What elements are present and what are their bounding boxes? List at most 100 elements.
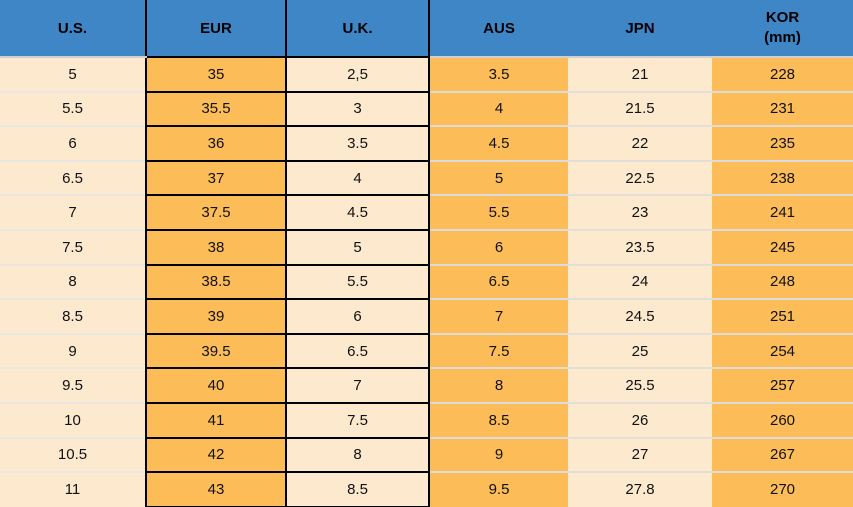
cell-us: 8 [0, 263, 146, 300]
cell-us: 7.5 [0, 228, 146, 265]
cell-kor: 251 [712, 298, 853, 334]
cell-aus: 5 [429, 159, 568, 196]
column-header-uk: U.K. [285, 0, 430, 58]
cell-aus: 9.5 [429, 471, 568, 507]
cell-us: 8.5 [0, 298, 146, 334]
cell-eur: 38.5 [145, 263, 287, 301]
cell-eur: 37 [145, 159, 287, 197]
cell-eur: 42 [145, 436, 287, 474]
cell-us: 11 [0, 471, 146, 507]
cell-aus: 8.5 [429, 401, 568, 438]
cell-kor: 228 [712, 56, 853, 92]
table-row: 10.5 42 8 9 27 267 [0, 436, 853, 474]
cell-uk: 5.5 [285, 263, 430, 301]
table-row: 6 36 3.5 4.5 22 235 [0, 125, 853, 162]
table-row: 5.5 35.5 3 4 21.5 231 [0, 90, 853, 128]
cell-kor: 254 [712, 332, 853, 369]
cell-jpn: 23.5 [568, 228, 712, 265]
column-header-kor: KOR (mm) [712, 0, 853, 58]
cell-jpn: 24 [568, 263, 712, 300]
cell-kor: 238 [712, 159, 853, 196]
cell-us: 5 [0, 56, 146, 92]
cell-eur: 40 [145, 367, 287, 404]
table-row: 7.5 38 5 6 23.5 245 [0, 228, 853, 266]
cell-us: 10 [0, 401, 146, 438]
cell-uk: 4 [285, 159, 430, 197]
cell-jpn: 27 [568, 436, 712, 473]
cell-uk: 3 [285, 90, 430, 128]
cell-eur: 36 [145, 125, 287, 162]
cell-eur: 35.5 [145, 90, 287, 128]
cell-kor: 270 [712, 471, 853, 507]
cell-us: 5.5 [0, 90, 146, 127]
table-row: 6.5 37 4 5 22.5 238 [0, 159, 853, 197]
cell-uk: 8 [285, 436, 430, 474]
cell-eur: 35 [145, 56, 287, 93]
cell-uk: 6 [285, 298, 430, 335]
cell-us: 6 [0, 125, 146, 161]
column-header-eur: EUR [145, 0, 287, 58]
cell-jpn: 24.5 [568, 298, 712, 334]
cell-kor: 241 [712, 194, 853, 230]
cell-jpn: 25 [568, 332, 712, 369]
cell-kor: 257 [712, 367, 853, 403]
cell-aus: 6.5 [429, 263, 568, 300]
cell-jpn: 27.8 [568, 471, 712, 507]
cell-eur: 41 [145, 401, 287, 439]
table-header: U.S. EUR U.K. AUS JPN KOR (mm) [0, 0, 853, 58]
cell-uk: 7.5 [285, 401, 430, 439]
header-row: U.S. EUR U.K. AUS JPN KOR (mm) [0, 0, 853, 58]
cell-kor: 235 [712, 125, 853, 161]
cell-aus: 4.5 [429, 125, 568, 161]
cell-eur: 39.5 [145, 332, 287, 370]
column-header-kor-label: KOR [765, 8, 800, 26]
cell-uk: 5 [285, 228, 430, 266]
table-row: 9 39.5 6.5 7.5 25 254 [0, 332, 853, 370]
cell-us: 9.5 [0, 367, 146, 403]
cell-aus: 3.5 [429, 56, 568, 92]
cell-uk: 6.5 [285, 332, 430, 370]
cell-uk: 8.5 [285, 471, 430, 507]
cell-jpn: 22 [568, 125, 712, 161]
cell-jpn: 21 [568, 56, 712, 92]
cell-uk: 3.5 [285, 125, 430, 162]
table-row: 11 43 8.5 9.5 27.8 270 [0, 471, 853, 507]
cell-jpn: 25.5 [568, 367, 712, 403]
table-row: 8 38.5 5.5 6.5 24 248 [0, 263, 853, 301]
table-body: 5 35 2,5 3.5 21 228 5.5 35.5 3 4 21.5 231 6 36 3.5 4.5 2… [0, 56, 853, 507]
cell-uk: 2,5 [285, 56, 430, 93]
cell-aus: 4 [429, 90, 568, 127]
cell-aus: 7.5 [429, 332, 568, 369]
cell-uk: 4.5 [285, 194, 430, 231]
cell-jpn: 22.5 [568, 159, 712, 196]
cell-eur: 43 [145, 471, 287, 507]
cell-eur: 39 [145, 298, 287, 335]
cell-uk: 7 [285, 367, 430, 404]
cell-aus: 7 [429, 298, 568, 334]
cell-kor: 267 [712, 436, 853, 473]
table-row: 8.5 39 6 7 24.5 251 [0, 298, 853, 335]
cell-kor: 245 [712, 228, 853, 265]
cell-eur: 37.5 [145, 194, 287, 231]
column-header-aus: AUS [429, 0, 568, 58]
table-row: 7 37.5 4.5 5.5 23 241 [0, 194, 853, 231]
cell-kor: 248 [712, 263, 853, 300]
table-row: 10 41 7.5 8.5 26 260 [0, 401, 853, 439]
column-header-us: U.S. [0, 0, 146, 58]
cell-eur: 38 [145, 228, 287, 266]
cell-us: 6.5 [0, 159, 146, 196]
cell-aus: 5.5 [429, 194, 568, 230]
cell-jpn: 23 [568, 194, 712, 230]
cell-kor: 231 [712, 90, 853, 127]
column-header-jpn: JPN [568, 0, 712, 58]
table-row: 9.5 40 7 8 25.5 257 [0, 367, 853, 404]
table-row: 5 35 2,5 3.5 21 228 [0, 56, 853, 93]
cell-aus: 9 [429, 436, 568, 473]
cell-aus: 8 [429, 367, 568, 403]
cell-us: 7 [0, 194, 146, 230]
column-header-kor-unit: (mm) [764, 29, 801, 46]
cell-jpn: 26 [568, 401, 712, 438]
cell-jpn: 21.5 [568, 90, 712, 127]
